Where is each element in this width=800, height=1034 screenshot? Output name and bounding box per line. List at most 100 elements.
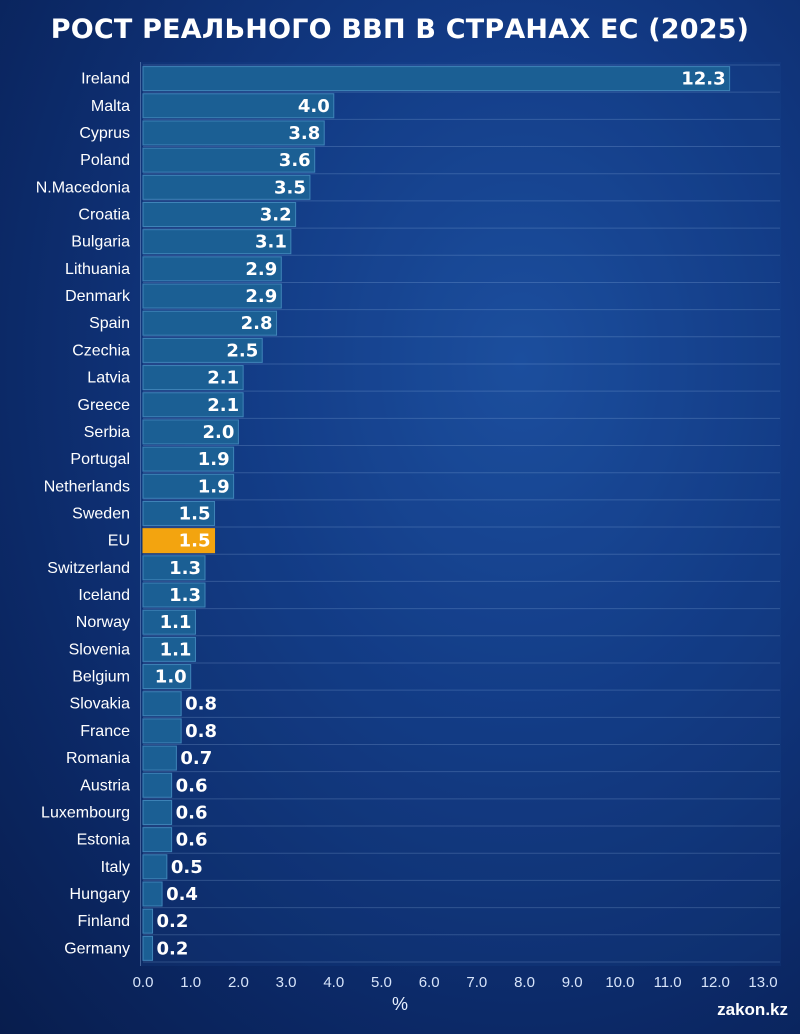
value-label: 1.0 [155, 667, 187, 688]
bar [142, 718, 182, 744]
value-label: 2.1 [207, 395, 239, 416]
category-label: Portugal [70, 451, 130, 468]
bar [142, 691, 182, 717]
value-label: 1.5 [179, 503, 211, 524]
value-label: 1.1 [160, 639, 192, 660]
category-label: Bulgaria [71, 234, 130, 251]
bar [142, 337, 263, 363]
bar [142, 174, 311, 200]
x-tick-label: 5.0 [371, 974, 392, 991]
value-label: 0.2 [157, 911, 189, 932]
bar [142, 582, 206, 608]
x-tick-label: 2.0 [228, 974, 249, 991]
chart-title: РОСТ РЕАЛЬНОГО ВВП В СТРАНАХ ЕС (2025) [50, 14, 750, 45]
bar [142, 93, 335, 119]
x-tick-label: 6.0 [419, 974, 440, 991]
category-label: Sweden [72, 505, 130, 522]
category-label: Latvia [87, 370, 130, 387]
value-label: 0.5 [171, 857, 203, 878]
bar [142, 664, 192, 690]
x-tick-label: 4.0 [323, 974, 344, 991]
bar [142, 365, 244, 391]
value-label: 2.1 [207, 368, 239, 389]
bar [142, 201, 297, 227]
category-label: Switzerland [47, 560, 130, 577]
bar [142, 827, 173, 853]
category-label: Lithuania [65, 261, 130, 278]
category-label: Estonia [77, 832, 130, 849]
bar [142, 935, 154, 961]
x-tick-label: 3.0 [276, 974, 297, 991]
x-tick-label: 9.0 [562, 974, 583, 991]
category-label: Norway [76, 614, 130, 631]
bar [142, 473, 235, 499]
bar [142, 283, 282, 309]
category-label: Slovakia [70, 696, 131, 713]
category-label: Greece [78, 397, 131, 414]
category-label: France [80, 723, 130, 740]
category-label: Belgium [72, 669, 130, 686]
bar [142, 419, 239, 445]
value-label: 1.1 [160, 612, 192, 633]
value-label: 0.2 [157, 938, 189, 959]
value-label: 2.8 [241, 313, 273, 334]
category-label: Luxembourg [41, 804, 130, 821]
category-label: Malta [91, 98, 130, 115]
value-label: 0.7 [180, 748, 212, 769]
category-label: Italy [101, 859, 130, 876]
x-tick-label: 11.0 [654, 974, 682, 991]
category-label: Czechia [72, 342, 130, 359]
category-label: Ireland [81, 71, 130, 88]
watermark: zakon.kz [717, 1000, 788, 1019]
value-label: 3.6 [279, 150, 311, 171]
category-label: Austria [80, 777, 130, 794]
category-label: Germany [64, 940, 130, 957]
category-label: Poland [80, 152, 130, 169]
bar [142, 310, 278, 336]
category-label: EU [108, 533, 130, 550]
value-label: 3.8 [288, 123, 320, 144]
bar [142, 745, 177, 771]
bar [142, 881, 163, 907]
category-label: Iceland [78, 587, 130, 604]
value-label: 2.9 [245, 259, 277, 280]
bar [142, 66, 731, 92]
bar [142, 799, 173, 825]
category-label: Cyprus [79, 125, 130, 142]
value-label: 3.5 [274, 177, 306, 198]
bar [142, 446, 235, 472]
bar [142, 120, 325, 146]
x-tick-label: 13.0 [748, 974, 777, 991]
category-label: Netherlands [44, 478, 130, 495]
bar [142, 854, 168, 880]
value-label: 0.6 [176, 802, 208, 823]
category-label: Serbia [84, 424, 130, 441]
bar [142, 229, 292, 255]
x-tick-label: 10.0 [605, 974, 634, 991]
value-label: 0.8 [185, 694, 217, 715]
value-label: 0.6 [176, 775, 208, 796]
value-label: 1.9 [198, 476, 230, 497]
category-label: Croatia [78, 206, 130, 223]
category-label: Hungary [70, 886, 130, 903]
bar [142, 908, 154, 934]
x-axis-label: % [391, 994, 408, 1014]
x-tick-label: 12.0 [701, 974, 730, 991]
value-label: 1.3 [169, 585, 201, 606]
x-tick-label: 8.0 [514, 974, 535, 991]
category-label: Slovenia [69, 641, 130, 658]
value-label: 2.5 [226, 340, 258, 361]
value-label: 2.9 [245, 286, 277, 307]
bar [142, 555, 206, 581]
bar-highlight [142, 528, 216, 554]
value-label: 1.9 [198, 449, 230, 470]
x-tick-label: 7.0 [466, 974, 487, 991]
bar [142, 500, 216, 526]
category-label: N.Macedonia [36, 179, 130, 196]
value-label: 0.6 [176, 830, 208, 851]
x-tick-label: 0.0 [133, 974, 154, 991]
bar [142, 609, 196, 635]
value-label: 0.4 [166, 884, 198, 905]
value-label: 12.3 [681, 69, 725, 90]
